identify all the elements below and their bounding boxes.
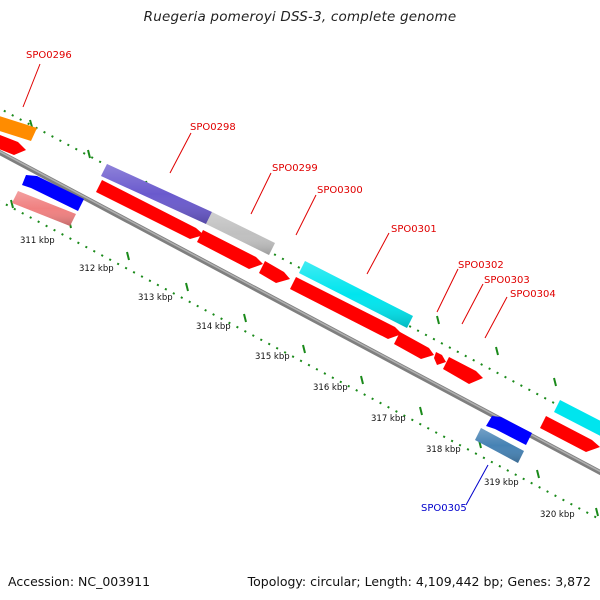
- kbp-labels: 311 kbp 312 kbp 313 kbp 314 kbp 315 kbp …: [20, 236, 575, 520]
- kbp-label: 319 kbp: [484, 478, 519, 488]
- gene-label-spo0299: SPO0299: [272, 163, 318, 174]
- kbp-label: 314 kbp: [196, 322, 231, 332]
- gene-label-spo0303: SPO0303: [484, 275, 530, 286]
- kbp-label: 315 kbp: [255, 352, 290, 362]
- kbp-label: 318 kbp: [426, 445, 461, 455]
- gene-red-arrow[interactable]: [197, 230, 263, 269]
- gene-spo0300[interactable]: [259, 261, 290, 283]
- gene-red-arrow[interactable]: [96, 180, 204, 239]
- gene-label-spo0301: SPO0301: [391, 224, 437, 235]
- gene-blue-arrow[interactable]: [22, 175, 84, 211]
- gene-red-arrow[interactable]: [0, 133, 26, 155]
- gene-spo0296[interactable]: [0, 113, 37, 141]
- kbp-label: 317 kbp: [371, 414, 406, 424]
- gene-partial-cyan[interactable]: [554, 400, 600, 443]
- gene-spo0304[interactable]: [443, 357, 483, 384]
- gene-label-spo0304: SPO0304: [510, 289, 556, 300]
- topology-text: Topology: circular; Length: 4,109,442 bp…: [247, 574, 591, 589]
- inner-tick-ring: [0, 200, 600, 521]
- gene-label-spo0300: SPO0300: [317, 185, 363, 196]
- kbp-label: 312 kbp: [79, 264, 114, 274]
- gene-label-spo0296: SPO0296: [26, 50, 72, 61]
- gene-spo0302[interactable]: [434, 352, 446, 365]
- gene-label-spo0305: SPO0305: [421, 503, 467, 514]
- gene-blue-arrow[interactable]: [486, 416, 532, 445]
- gene-red-arrow[interactable]: [290, 277, 402, 339]
- outer-tick-ring: [0, 107, 600, 429]
- gene-labels: SPO0296 SPO0298 SPO0299 SPO0300 SPO0301 …: [26, 50, 556, 514]
- gene-shading: [12, 164, 524, 463]
- inner-major-ticks: [10, 199, 599, 517]
- outer-major-ticks: [29, 119, 557, 387]
- kbp-label: 316 kbp: [313, 383, 348, 393]
- kbp-label: 311 kbp: [20, 236, 55, 246]
- map-title: Ruegeria pomeroyi DSS-3, complete genome: [143, 9, 457, 25]
- kbp-label: 313 kbp: [138, 293, 173, 303]
- accession-text: Accession: NC_003911: [8, 574, 151, 589]
- kbp-label: 320 kbp: [540, 510, 575, 520]
- gene-red-arrow[interactable]: [394, 332, 434, 359]
- gene-label-spo0302: SPO0302: [458, 260, 504, 271]
- label-leaders: [22, 63, 508, 506]
- gene-red-arrow[interactable]: [540, 416, 600, 452]
- gene-label-spo0298: SPO0298: [190, 122, 236, 133]
